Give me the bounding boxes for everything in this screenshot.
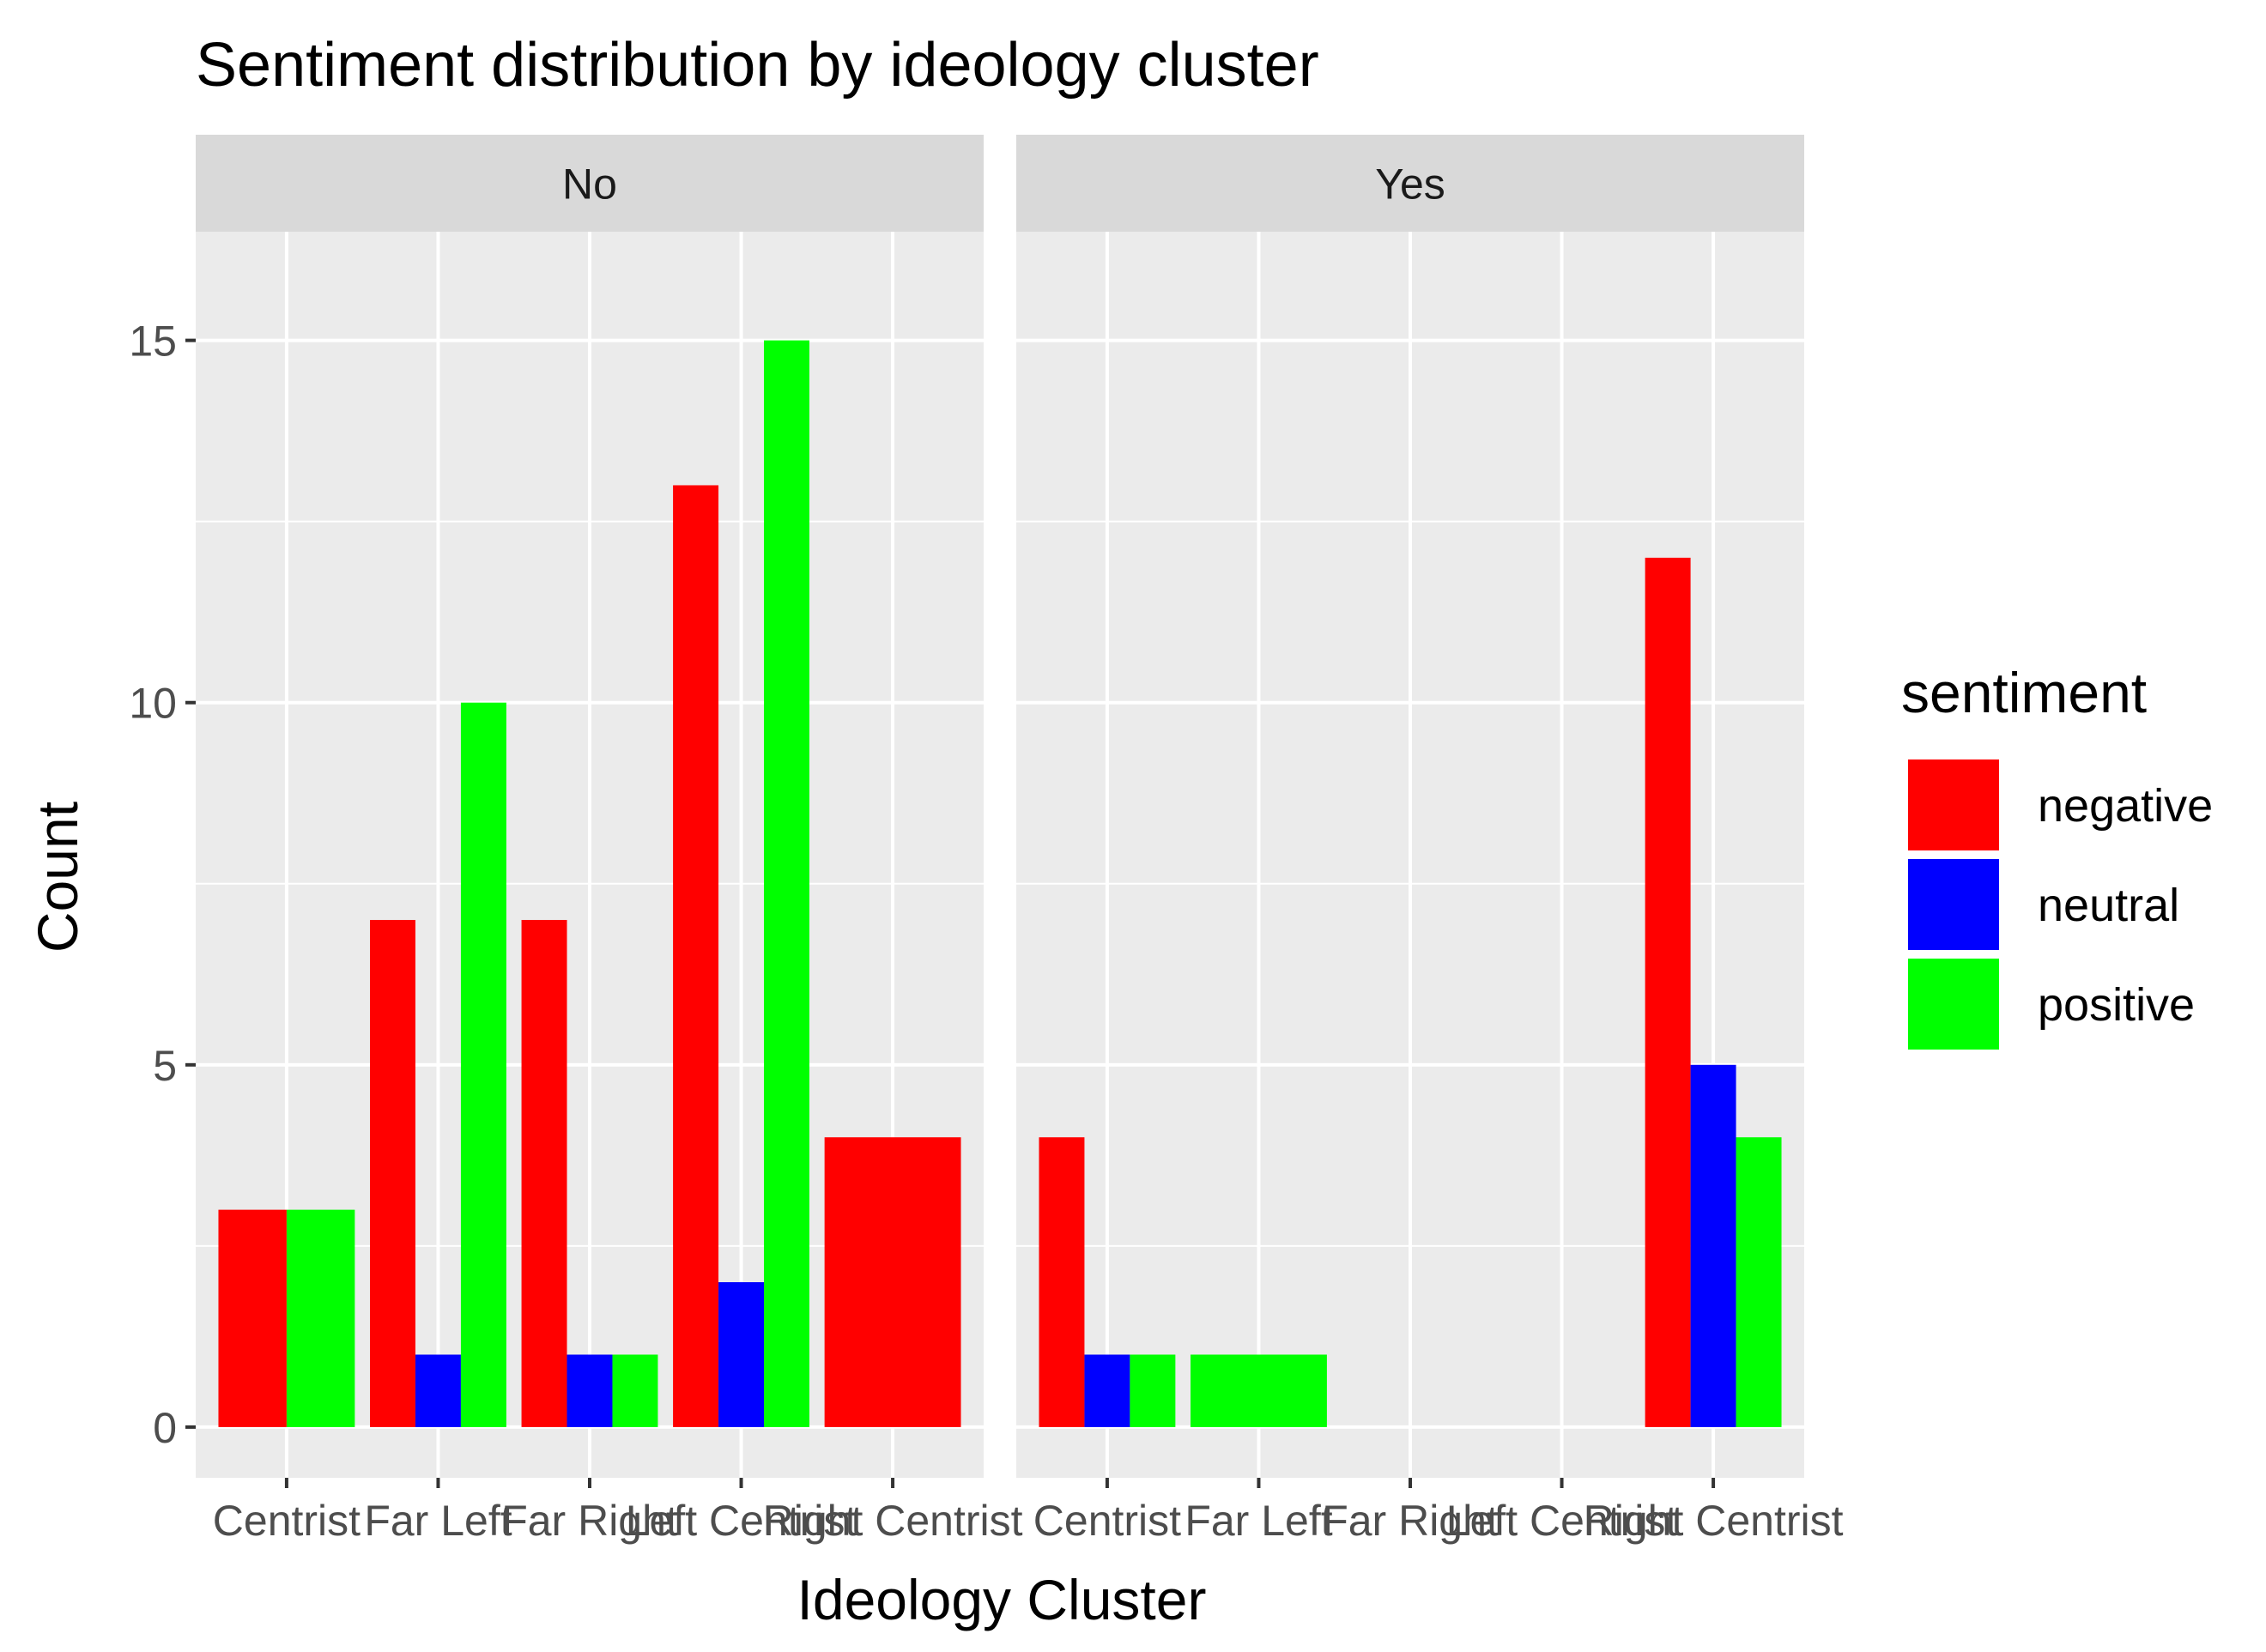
bar-centrist-negative bbox=[218, 1209, 287, 1427]
legend-label: negative bbox=[2038, 780, 2213, 832]
facet-strip-label: No bbox=[562, 160, 617, 209]
bar-far-right-negative bbox=[521, 919, 567, 1427]
legend-title: sentiment bbox=[1901, 661, 2147, 724]
x-tick-label: Right Centrist bbox=[763, 1497, 1023, 1545]
bar-far-left-positive bbox=[460, 702, 506, 1427]
bar-far-left-positive bbox=[1191, 1354, 1327, 1427]
legend-label: neutral bbox=[2038, 880, 2179, 931]
y-tick-label: 0 bbox=[153, 1404, 177, 1452]
bar-centrist-positive bbox=[1130, 1354, 1176, 1427]
bar-centrist-neutral bbox=[1084, 1354, 1130, 1427]
legend-item-positive: positive bbox=[1908, 959, 2195, 1050]
x-tick-label: Centrist bbox=[1033, 1497, 1181, 1545]
facet-strip bbox=[196, 135, 984, 232]
legend-item-negative: negative bbox=[1908, 759, 2213, 850]
bar-right-centrist-negative bbox=[824, 1137, 961, 1427]
legend-key bbox=[1908, 959, 1999, 1050]
bar-centrist-negative bbox=[1039, 1137, 1085, 1427]
legend-key bbox=[1908, 759, 1999, 850]
y-tick-label: 15 bbox=[129, 318, 177, 366]
legend-key bbox=[1908, 859, 1999, 950]
bar-left-centrist-negative bbox=[673, 485, 719, 1427]
y-tick-label: 5 bbox=[153, 1042, 177, 1090]
y-axis-title: Count bbox=[26, 802, 89, 953]
x-tick-label: Centrist bbox=[213, 1497, 360, 1545]
bar-right-centrist-negative bbox=[1645, 557, 1691, 1427]
x-tick-label: Left Centrist bbox=[1446, 1497, 1678, 1545]
bar-left-centrist-neutral bbox=[718, 1282, 765, 1427]
bar-right-centrist-neutral bbox=[1690, 1064, 1736, 1427]
legend-item-neutral: neutral bbox=[1908, 859, 2179, 950]
bar-far-right-positive bbox=[612, 1354, 658, 1427]
bar-left-centrist-positive bbox=[764, 340, 809, 1427]
bar-right-centrist-positive bbox=[1736, 1137, 1782, 1427]
bar-far-left-negative bbox=[370, 919, 415, 1427]
bar-far-left-neutral bbox=[415, 1354, 461, 1427]
x-tick-label: Left Centrist bbox=[626, 1497, 857, 1545]
x-tick-label: Right Centrist bbox=[1584, 1497, 1844, 1545]
x-tick-label: Far Left bbox=[364, 1497, 512, 1545]
chart-title: Sentiment distribution by ideology clust… bbox=[196, 31, 1319, 100]
bar-centrist-positive bbox=[286, 1209, 355, 1427]
facet-strip-label: Yes bbox=[1375, 160, 1445, 209]
facet-strip bbox=[1016, 135, 1804, 232]
x-tick-label: Far Right bbox=[501, 1497, 678, 1545]
x-tick-label: Far Right bbox=[1322, 1497, 1499, 1545]
x-tick-label: Far Left bbox=[1184, 1497, 1332, 1545]
bars bbox=[1039, 557, 1782, 1427]
legend-label: positive bbox=[2038, 979, 2195, 1031]
y-tick-label: 10 bbox=[129, 680, 177, 728]
legend: negative neutral positive bbox=[1908, 759, 2213, 1050]
bars bbox=[218, 340, 961, 1427]
bar-far-right-neutral bbox=[566, 1354, 613, 1427]
x-axis-title: Ideology Cluster bbox=[797, 1568, 1207, 1631]
